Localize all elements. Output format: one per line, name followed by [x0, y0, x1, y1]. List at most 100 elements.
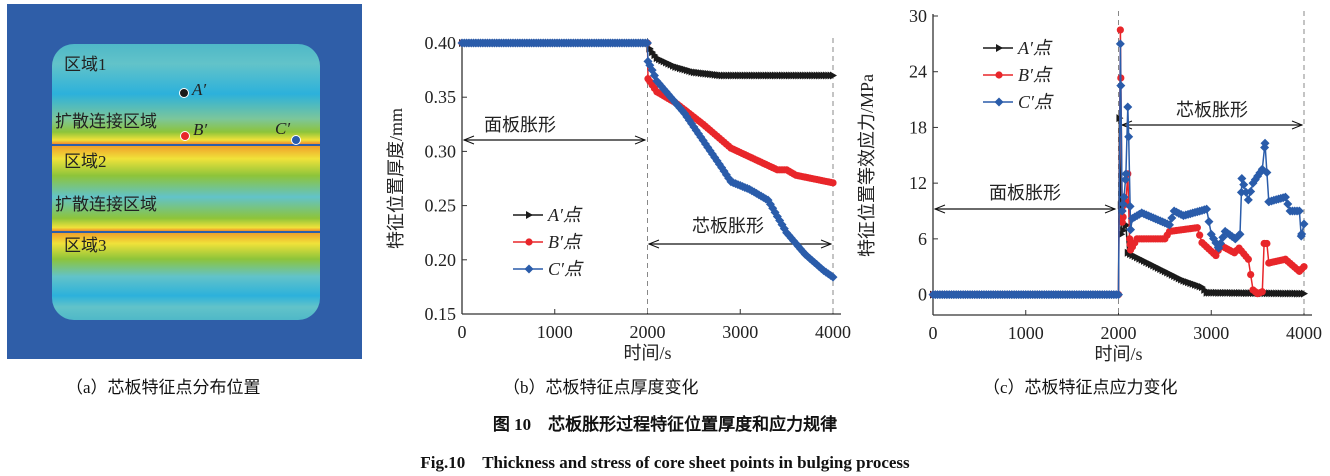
c-data-point [1239, 180, 1249, 190]
c-data-point [1243, 195, 1253, 205]
c-data-point [1294, 206, 1304, 216]
b-y-tick-label: 0.40 [425, 33, 457, 53]
b-arrowheads [647, 239, 833, 249]
c-data-point [1117, 206, 1127, 216]
c-legend-marker [994, 97, 1004, 107]
b-x-axis-label: 时间/s [623, 343, 671, 363]
region-1-label: 区域1 [64, 55, 107, 74]
b-data-point [798, 247, 808, 257]
c-data-point [1301, 289, 1308, 298]
c-data-point [1126, 225, 1136, 235]
caption-b: （b）芯板特征点厚度变化 [503, 378, 699, 397]
c-data-point [1244, 255, 1252, 263]
b-legend-marker [526, 211, 533, 219]
b-x-tick-label: 0 [458, 322, 467, 342]
b-y-tick-label: 0.25 [425, 196, 457, 216]
diffusion-zone-label-1: 扩散连接区域 [55, 112, 157, 131]
c-data-point [1118, 230, 1126, 239]
c-data-point [1260, 138, 1270, 148]
b-phase-label: 芯板胀形 [692, 216, 764, 236]
c-data-point [1126, 235, 1134, 243]
c-data-point [1121, 169, 1131, 179]
c-y-tick-label: 24 [909, 62, 927, 82]
b-y-tick-label: 0.20 [425, 250, 457, 270]
b-y-tick-label: 0.30 [425, 141, 457, 161]
c-data-point [1120, 226, 1128, 235]
figure-title-cn: 图 10 芯板胀形过程特征位置厚度和应力规律 [492, 415, 838, 434]
c-data-point [1120, 175, 1130, 185]
c-data-point [1299, 219, 1309, 229]
point-c-label: C′ [275, 119, 291, 138]
c-data-point [1247, 271, 1255, 279]
b-x-tick-label: 1000 [537, 322, 573, 342]
c-y-tick-label: 12 [909, 173, 927, 193]
c-y-axis-label: 特征位置等效应力/MPa [857, 74, 877, 257]
point-b-label: B′ [193, 120, 208, 139]
c-legend-label: C′点 [1018, 92, 1054, 112]
c-data-point [1118, 199, 1128, 209]
b-legend-label: C′点 [548, 259, 584, 279]
c-y-tick-label: 18 [909, 117, 927, 137]
c-data-point [1116, 81, 1126, 91]
region-3-label: 区域3 [64, 236, 107, 255]
c-data-point [1115, 39, 1125, 49]
c-data-point [1116, 26, 1124, 34]
c-data-point [1196, 231, 1204, 239]
b-y-axis-label: 特征位置厚度/mm [386, 108, 406, 249]
c-y-tick-label: 0 [918, 285, 927, 305]
figure-title-en: Fig.10 Thickness and stress of core shee… [420, 453, 910, 472]
c-data-point [1167, 213, 1177, 223]
b-x-tick-label: 4000 [815, 322, 851, 342]
c-data-point [1202, 204, 1212, 214]
region-2-label: 区域2 [64, 152, 107, 171]
c-data-point [1165, 220, 1175, 230]
c-x-axis-label: 时间/s [1094, 344, 1142, 364]
b-data-point [643, 38, 652, 48]
c-data-point [1297, 229, 1307, 239]
caption-c: （c）芯板特征点应力变化 [983, 378, 1178, 397]
c-x-tick-label: 2000 [1101, 323, 1137, 343]
region-2 [52, 146, 320, 231]
region-3 [52, 233, 320, 320]
c-data-point [1280, 192, 1290, 202]
c-x-tick-label: 1000 [1008, 323, 1044, 343]
b-legend-label: A′点 [547, 205, 583, 225]
c-phase-label: 面板胀形 [989, 183, 1061, 203]
c-data-point [1124, 132, 1134, 142]
b-y-tick-label: 0.15 [425, 304, 457, 324]
diffusion-zone-label-2: 扩散连接区域 [55, 195, 157, 214]
b-legend-marker [524, 264, 534, 274]
c-data-point [1119, 192, 1129, 202]
c-arrowheads [933, 204, 1117, 214]
c-y-tick-label: 6 [918, 229, 927, 249]
b-phase-label: 面板胀形 [484, 115, 556, 135]
c-data-point [1300, 263, 1308, 271]
c-x-tick-label: 4000 [1286, 323, 1322, 343]
core-sheet-contour-image: 区域1 扩散连接区域 区域2 扩散连接区域 区域3 A′ B′ C′ [7, 4, 362, 359]
c-data-point [1258, 288, 1266, 296]
c-x-tick-label: 3000 [1193, 323, 1229, 343]
b-data-point [828, 272, 838, 282]
c-data-point [1125, 201, 1135, 211]
c-data-point [1235, 229, 1245, 239]
c-y-tick-label: 30 [909, 6, 927, 26]
b-legend-label: B′点 [548, 232, 583, 252]
b-arrowheads [462, 135, 647, 145]
point-b-marker [180, 131, 190, 141]
c-data-point [1123, 102, 1133, 112]
c-data-point [1246, 187, 1256, 196]
b-x-tick-label: 3000 [722, 322, 758, 342]
c-data-point [1114, 290, 1123, 300]
b-legend-marker [525, 238, 533, 246]
c-legend-label: A′点 [1017, 38, 1053, 58]
b-x-tick-label: 2000 [630, 322, 666, 342]
c-legend-label: B′点 [1018, 65, 1053, 85]
point-a-label: A′ [192, 80, 207, 99]
caption-a: （a）芯板特征点分布位置 [66, 378, 261, 397]
c-phase-label: 芯板胀形 [1176, 100, 1248, 120]
point-c-marker [291, 135, 301, 145]
b-y-tick-label: 0.35 [425, 87, 457, 107]
b-data-point [830, 71, 837, 80]
c-data-point [1262, 167, 1272, 177]
